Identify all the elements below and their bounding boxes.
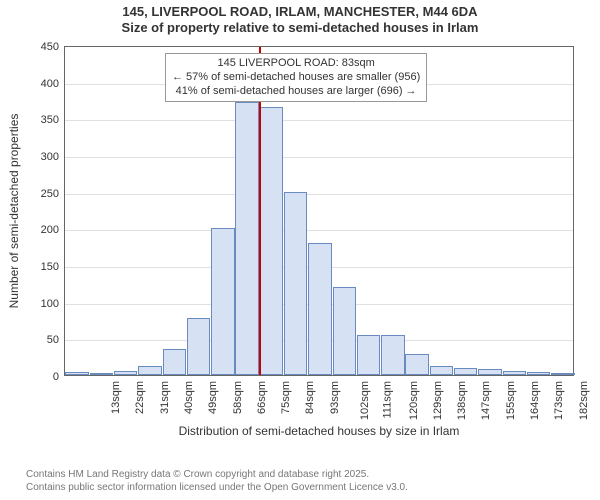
plot-area: 050100150200250300350400450145 LIVERPOOL… bbox=[64, 46, 574, 376]
attribution-line: Contains HM Land Registry data © Crown c… bbox=[26, 469, 408, 482]
histogram-bar bbox=[430, 366, 453, 375]
gridline bbox=[65, 230, 573, 231]
x-tick-label: 182sqm bbox=[578, 381, 590, 420]
histogram-bar bbox=[211, 228, 234, 375]
histogram-bar bbox=[90, 373, 113, 375]
x-tick-label: 147sqm bbox=[481, 381, 493, 420]
y-tick-label: 200 bbox=[41, 224, 65, 236]
chart-title: 145, LIVERPOOL ROAD, IRLAM, MANCHESTER, … bbox=[0, 0, 600, 40]
histogram-bar bbox=[357, 335, 380, 375]
attribution-line: Contains public sector information licen… bbox=[26, 482, 408, 495]
histogram-bar bbox=[503, 371, 526, 375]
y-tick-label: 50 bbox=[47, 334, 65, 346]
histogram-bar bbox=[260, 107, 283, 375]
gridline bbox=[65, 157, 573, 158]
gridline bbox=[65, 120, 573, 121]
x-axis-label: Distribution of semi-detached houses by … bbox=[64, 424, 574, 438]
histogram-bar bbox=[381, 335, 404, 375]
x-tick-label: 129sqm bbox=[432, 381, 444, 420]
annotation-line: 41% of semi-detached houses are larger (… bbox=[172, 85, 420, 99]
histogram-bar bbox=[138, 366, 161, 375]
histogram-bar bbox=[308, 243, 331, 375]
histogram-bar bbox=[235, 102, 258, 375]
histogram-bar bbox=[454, 368, 477, 375]
attribution: Contains HM Land Registry data © Crown c… bbox=[26, 469, 408, 494]
x-tick-label: 138sqm bbox=[456, 381, 468, 420]
y-tick-label: 450 bbox=[41, 41, 65, 53]
histogram-bar bbox=[405, 354, 428, 375]
histogram-bar bbox=[527, 372, 550, 375]
y-tick-label: 250 bbox=[41, 188, 65, 200]
histogram-bar bbox=[551, 373, 574, 375]
x-tick-label: 164sqm bbox=[529, 381, 541, 420]
y-tick-label: 400 bbox=[41, 78, 65, 90]
x-tick-label: 111sqm bbox=[382, 381, 394, 419]
chart-title-line2: Size of property relative to semi-detach… bbox=[0, 20, 600, 36]
x-tick-label: 102sqm bbox=[359, 381, 371, 420]
y-axis-label: Number of semi-detached properties bbox=[7, 114, 21, 309]
histogram-bar bbox=[114, 371, 137, 375]
x-tick-label: 49sqm bbox=[207, 381, 219, 414]
x-tick-label: 93sqm bbox=[329, 381, 341, 414]
x-tick-label: 173sqm bbox=[553, 381, 565, 420]
histogram-bar bbox=[163, 349, 186, 375]
histogram-bar bbox=[333, 287, 356, 375]
x-tick-label: 75sqm bbox=[280, 381, 292, 414]
x-tick-label: 40sqm bbox=[183, 381, 195, 414]
chart-area: Number of semi-detached properties050100… bbox=[0, 40, 600, 442]
histogram-bar bbox=[478, 369, 501, 375]
x-tick-label: 155sqm bbox=[505, 381, 517, 420]
annotation-line: ← 57% of semi-detached houses are smalle… bbox=[172, 71, 420, 85]
gridline bbox=[65, 194, 573, 195]
x-tick-label: 22sqm bbox=[134, 381, 146, 414]
x-tick-label: 66sqm bbox=[256, 381, 268, 414]
annotation-line: 145 LIVERPOOL ROAD: 83sqm bbox=[172, 57, 420, 71]
y-tick-label: 300 bbox=[41, 151, 65, 163]
histogram-bar bbox=[284, 192, 307, 375]
x-tick-label: 84sqm bbox=[304, 381, 316, 414]
y-tick-label: 100 bbox=[41, 298, 65, 310]
y-tick-label: 150 bbox=[41, 261, 65, 273]
x-tick-label: 13sqm bbox=[110, 381, 122, 414]
x-tick-label: 31sqm bbox=[159, 381, 171, 414]
y-tick-label: 350 bbox=[41, 114, 65, 126]
x-tick-label: 58sqm bbox=[232, 381, 244, 414]
x-tick-label: 120sqm bbox=[408, 381, 420, 420]
annotation-box: 145 LIVERPOOL ROAD: 83sqm← 57% of semi-d… bbox=[165, 53, 427, 102]
histogram-bar bbox=[187, 318, 210, 375]
y-tick-label: 0 bbox=[53, 371, 65, 383]
histogram-bar bbox=[65, 372, 88, 375]
chart-title-line1: 145, LIVERPOOL ROAD, IRLAM, MANCHESTER, … bbox=[0, 4, 600, 20]
